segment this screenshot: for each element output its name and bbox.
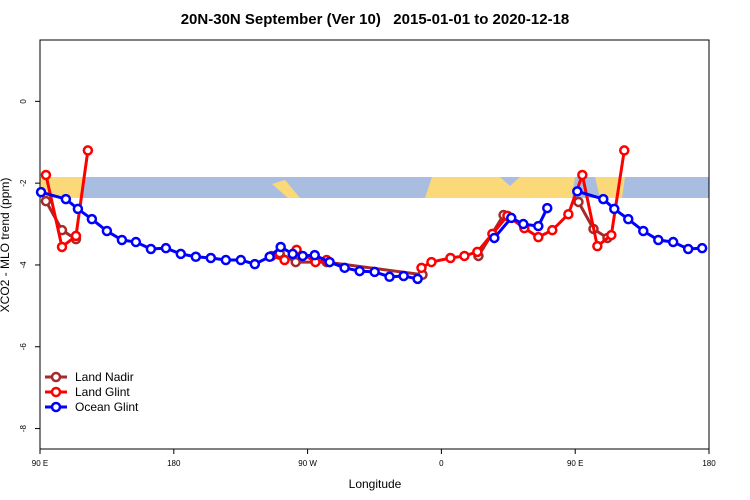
data-point xyxy=(205,252,217,264)
x-tick-label: 0 xyxy=(439,459,444,468)
data-point xyxy=(82,145,94,156)
data-point xyxy=(339,262,350,274)
data-point xyxy=(101,225,113,237)
data-point xyxy=(412,273,423,285)
data-point xyxy=(369,266,380,278)
data-point xyxy=(459,250,470,262)
y-tick-label: 0 xyxy=(19,99,28,104)
data-point xyxy=(472,246,483,258)
series-line xyxy=(44,150,626,270)
y-tick-label: -2 xyxy=(19,179,28,187)
legend-label: Land Glint xyxy=(75,385,130,399)
data-point xyxy=(40,169,52,181)
data-point xyxy=(249,258,261,270)
data-point xyxy=(445,252,456,264)
data-point xyxy=(354,265,365,277)
x-tick-label: 90 E xyxy=(32,459,48,468)
data-point xyxy=(533,220,544,232)
data-point xyxy=(653,234,664,246)
chart-title: 20N-30N September (Ver 10) 2015-01-01 to… xyxy=(181,11,570,28)
data-point xyxy=(533,231,544,243)
data-point xyxy=(398,270,409,282)
data-point xyxy=(506,212,517,224)
data-point xyxy=(489,232,500,244)
data-point xyxy=(682,243,694,255)
x-tick-label: 180 xyxy=(167,459,181,468)
y-tick-label: -6 xyxy=(19,343,28,351)
data-point xyxy=(542,202,553,214)
data-point xyxy=(667,236,679,248)
legend-label: Land Nadir xyxy=(75,370,134,384)
data-point xyxy=(638,225,649,237)
y-tick-label: -4 xyxy=(19,261,28,269)
data-point xyxy=(175,248,187,260)
data-point xyxy=(86,213,98,225)
data-point xyxy=(426,256,437,268)
data-point xyxy=(573,196,584,208)
data-point xyxy=(220,254,232,266)
data-point xyxy=(598,193,609,205)
data-point xyxy=(56,241,68,253)
data-point xyxy=(290,256,301,268)
data-point xyxy=(609,203,620,215)
legend-marker xyxy=(50,401,62,413)
data-point xyxy=(696,242,708,254)
x-axis-label: Longitude xyxy=(349,477,402,491)
data-point xyxy=(145,243,157,255)
data-point xyxy=(60,193,72,205)
x-tick-label: 90 W xyxy=(298,459,317,468)
data-point xyxy=(547,224,558,236)
x-tick-label: 90 E xyxy=(567,459,583,468)
x-tick-label: 180 xyxy=(702,459,716,468)
data-point xyxy=(592,240,603,252)
legend-label: Ocean Glint xyxy=(75,400,139,414)
y-axis-label: XCO2 - MLO trend (ppm) xyxy=(0,178,12,313)
data-point xyxy=(623,213,634,225)
map-strip xyxy=(40,177,709,198)
data-point xyxy=(116,234,128,246)
data-point xyxy=(40,195,52,207)
data-point xyxy=(160,242,172,254)
data-point xyxy=(572,186,583,197)
data-point xyxy=(619,145,630,156)
data-point xyxy=(279,254,290,266)
data-point xyxy=(297,250,308,262)
y-tick-label: -8 xyxy=(19,424,28,432)
data-point xyxy=(35,186,47,198)
data-point xyxy=(416,262,427,274)
data-point xyxy=(275,241,286,253)
data-point xyxy=(130,236,142,248)
data-point xyxy=(70,230,82,242)
data-point xyxy=(324,256,335,268)
data-point xyxy=(72,203,84,215)
data-point xyxy=(563,208,574,220)
legend-marker xyxy=(50,386,62,398)
data-point xyxy=(190,251,202,263)
legend-marker xyxy=(50,371,62,383)
data-point xyxy=(287,248,298,260)
data-point xyxy=(518,218,529,230)
plot-frame xyxy=(39,39,710,450)
data-point xyxy=(606,229,617,241)
data-point xyxy=(264,251,275,263)
data-point xyxy=(577,169,588,181)
data-point xyxy=(235,254,247,266)
data-point xyxy=(309,249,320,261)
data-point xyxy=(384,271,395,283)
